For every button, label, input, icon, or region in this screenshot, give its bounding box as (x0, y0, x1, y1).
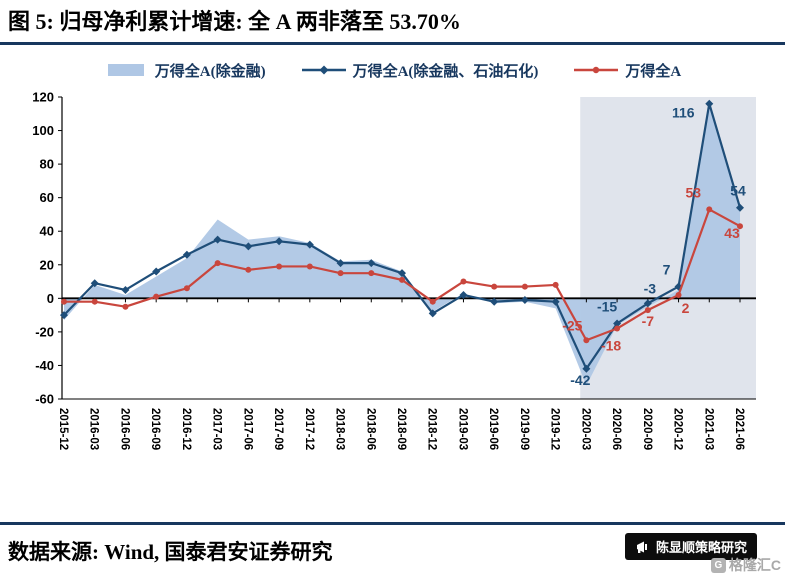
y-axis-labels: 120 100 80 60 40 20 0 -20 -40 -60 (32, 90, 54, 407)
chart-legend: 万得全A(除金融) 万得全A(除金融、石油石化) 万得全A (104, 59, 681, 81)
x-tick-label: 2019-09 (518, 408, 530, 450)
y-tick-label: -20 (35, 324, 54, 339)
data-label: -25 (562, 317, 582, 333)
data-source: 数据来源: Wind, 国泰君安证券研究 (8, 540, 333, 564)
series-line-1 (60, 99, 744, 373)
x-tick-label: 2019-06 (487, 408, 499, 450)
y-tick-label: 60 (40, 190, 54, 205)
legend-label: 万得全A(除金融) (154, 63, 266, 80)
megaphone-icon (636, 541, 647, 553)
annotations: -42 -25 -18 -15 -3 -7 7 2 116 53 54 43 (562, 105, 746, 388)
x-tick-label: 2016-12 (180, 408, 192, 450)
x-tick-label: 2020-09 (641, 408, 653, 450)
legend-item-0: 万得全A(除金融) (104, 60, 266, 81)
x-tick-label: 2016-03 (88, 408, 100, 450)
legend-swatch (301, 65, 346, 75)
data-label: -42 (570, 372, 590, 388)
x-tick-label: 2020-12 (672, 408, 684, 450)
title-divider (0, 42, 785, 45)
y-tick-label: 120 (32, 90, 54, 105)
wechat-badge: 陈显顺策略研究 (624, 533, 757, 560)
y-tick-label: 100 (32, 123, 54, 138)
x-tick-label: 2017-09 (272, 408, 284, 450)
x-tick-label: 2016-09 (149, 408, 161, 450)
axes (58, 96, 756, 400)
legend-item-2: 万得全A (574, 60, 681, 81)
legend-item-1: 万得全A(除金融、石油石化) (301, 60, 539, 81)
x-tick-label: 2020-06 (610, 408, 622, 450)
x-tick-label: 2021-03 (702, 408, 714, 450)
data-label: 53 (685, 184, 701, 200)
gelonghui-watermark: G 格隆汇C (710, 555, 781, 575)
data-label: -3 (644, 280, 657, 296)
data-label: 7 (663, 262, 671, 278)
x-tick-label: 2019-12 (549, 408, 561, 450)
y-tick-label: 0 (47, 291, 54, 306)
badge-label: 陈显顺策略研究 (655, 540, 747, 555)
x-tick-label: 2020-03 (579, 408, 591, 450)
watermark-label: 格隆汇C (728, 557, 781, 573)
data-label: -15 (597, 299, 617, 315)
x-tick-label: 2017-06 (241, 408, 253, 450)
x-tick-label: 2021-06 (733, 408, 745, 450)
legend-label: 万得全A (625, 63, 682, 80)
figure-title: 图 5: 归母净利累计增速: 全 A 两非落至 53.70% (8, 9, 461, 34)
data-label: 43 (724, 225, 740, 241)
x-axis-labels: 2015-12 2016-03 2016-06 2016-09 2016-12 2017-… (57, 408, 745, 450)
x-tick-label: 2018-12 (426, 408, 438, 450)
legend-swatch (107, 64, 144, 76)
data-label: 116 (672, 105, 695, 121)
x-tick-label: 2018-06 (364, 408, 376, 450)
data-label: -18 (601, 338, 621, 354)
legend-swatch (574, 66, 619, 74)
figure-footer: 数据来源: Wind, 国泰君安证券研究 陈显顺策略研究 G 格隆汇C (0, 525, 785, 577)
y-tick-label: -40 (35, 358, 54, 373)
x-tick-label: 2016-06 (118, 408, 130, 450)
x-tick-label: 2017-03 (211, 408, 223, 450)
data-label: 2 (682, 300, 690, 316)
y-tick-label: 80 (40, 157, 54, 172)
chart-block: 万得全A(除金融) 万得全A(除金融、石油石化) 万得全A 120 100 80 60 40… (0, 45, 785, 522)
series-line-2 (61, 206, 743, 344)
figure-header: 图 5: 归母净利累计增速: 全 A 两非落至 53.70% (0, 0, 785, 42)
data-label: -7 (642, 313, 655, 329)
y-tick-label: 40 (40, 224, 54, 239)
x-tick-label: 2019-03 (456, 408, 468, 450)
x-tick-label: 2017-12 (303, 408, 315, 450)
gelonghui-logo-icon: G (710, 557, 726, 573)
x-tick-label: 2018-09 (395, 408, 407, 450)
y-tick-label: 20 (40, 257, 54, 272)
y-tick-label: -60 (35, 392, 54, 407)
legend-label: 万得全A(除金融、石油石化) (352, 63, 539, 80)
x-tick-label: 2015-12 (57, 408, 69, 450)
x-tick-label: 2018-03 (334, 408, 346, 450)
data-label: 54 (730, 183, 746, 199)
footer-divider (0, 522, 785, 525)
